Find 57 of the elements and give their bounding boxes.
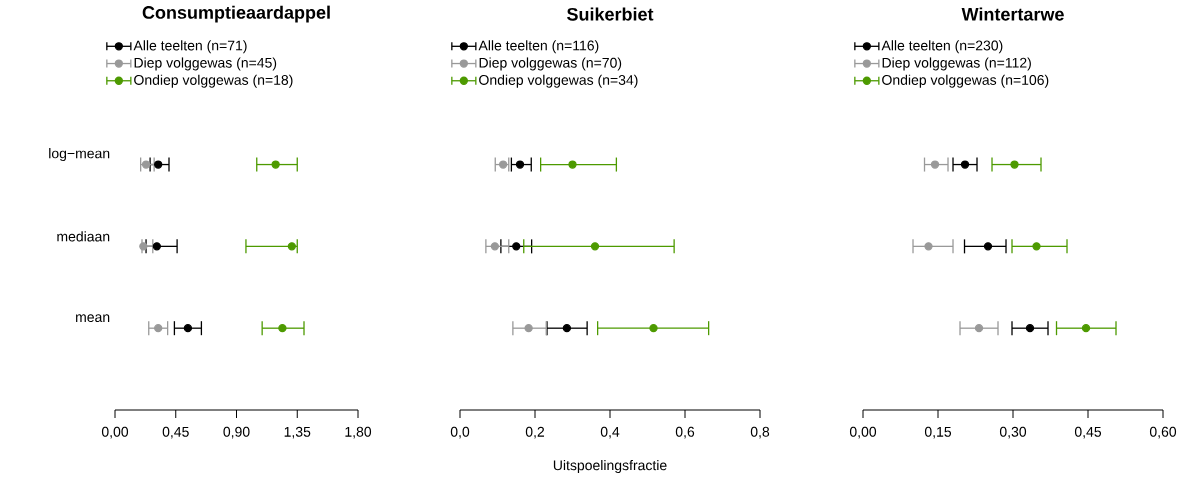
x-tick-label: 0,6	[675, 426, 695, 439]
point	[152, 242, 161, 251]
legend-label: Diep volggewas (n=45)	[134, 57, 277, 71]
x-axis-title: Uitspoelingsfractie	[553, 459, 667, 474]
x-tick-label: 0,4	[600, 426, 620, 439]
legend-label: Alle teelten (n=230)	[881, 40, 1003, 54]
point	[568, 160, 577, 169]
y-tick-label: log−mean	[49, 148, 110, 162]
y-tick-label: mediaan	[57, 231, 110, 242]
x-tick-label: 1,80	[345, 426, 372, 439]
point	[141, 160, 151, 169]
x-tick-label: 0,00	[849, 426, 877, 439]
point	[649, 324, 658, 333]
x-tick-label: 0,15	[924, 426, 952, 439]
point	[515, 160, 525, 169]
x-tick-label: 0,0	[450, 426, 470, 439]
point	[974, 324, 984, 333]
point	[1081, 324, 1091, 333]
point	[930, 160, 940, 169]
legend-label: Alle teelten (n=71)	[133, 40, 247, 54]
point	[524, 324, 533, 333]
x-tick-label: 1,35	[284, 426, 311, 439]
point	[1032, 242, 1041, 251]
point	[1010, 160, 1019, 169]
x-tick-label: 0,30	[999, 426, 1027, 439]
legend-label: Ondiep volggewas (n=34)	[479, 74, 638, 88]
x-tick-label: 0,90	[223, 426, 250, 439]
legend-label: Ondiep volggewas (n=18)	[134, 74, 293, 88]
legend-label: Alle teelten (n=116)	[478, 40, 599, 54]
point	[983, 242, 993, 251]
point	[139, 242, 148, 251]
legend-label: Diep volggewas (n=112)	[882, 57, 1031, 71]
point	[490, 242, 500, 251]
chart-title: Suikerbiet	[567, 7, 654, 21]
chart-title: Consumptieaardappel	[142, 5, 330, 23]
legend-label: Diep volggewas (n=70)	[479, 57, 622, 71]
x-tick-label: 0,2	[525, 426, 545, 439]
point	[590, 242, 600, 251]
y-tick-label: mean	[76, 314, 110, 323]
point	[154, 160, 163, 169]
x-tick-label: 0,00	[101, 426, 129, 439]
chart-title: Wintertarwe	[961, 7, 1064, 21]
point	[183, 324, 193, 333]
point	[278, 324, 287, 333]
point	[562, 324, 572, 333]
x-tick-label: 0,45	[162, 426, 189, 439]
point	[924, 242, 933, 251]
legend-label: Ondiep volggewas (n=106)	[882, 74, 1049, 88]
point	[1025, 324, 1035, 333]
point	[271, 160, 280, 169]
point	[154, 324, 163, 333]
x-tick-label: 0,60	[1149, 426, 1177, 439]
point	[498, 160, 508, 169]
x-tick-label: 0,45	[1074, 426, 1102, 439]
point	[960, 160, 970, 169]
x-tick-label: 0,8	[750, 426, 770, 439]
point	[512, 242, 521, 251]
